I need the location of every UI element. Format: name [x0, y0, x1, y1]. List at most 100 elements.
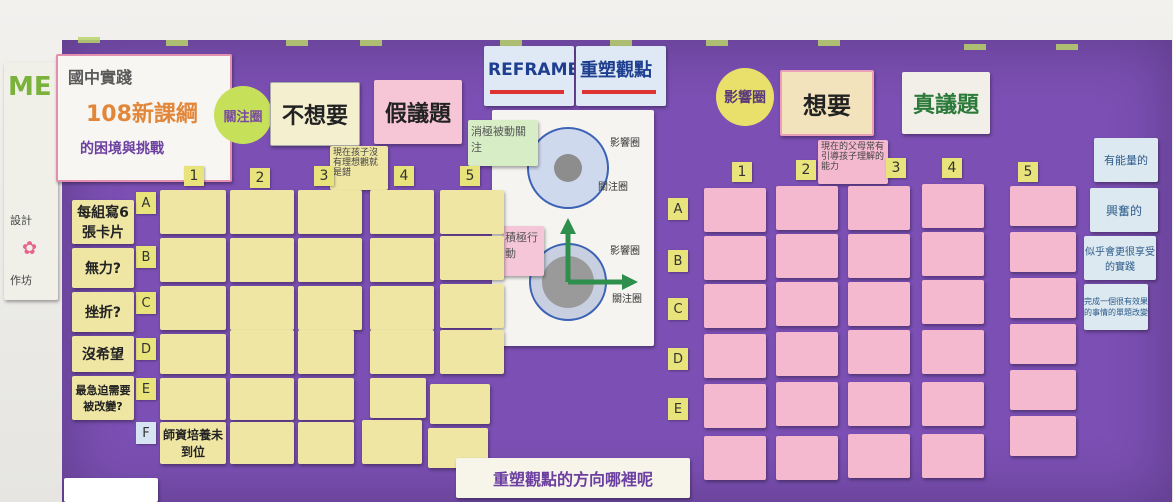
active-card: 積極行動	[502, 226, 544, 276]
feeling-card: 挫折?	[72, 292, 134, 332]
banner-line3: 的困境與挑戰	[80, 141, 164, 157]
feeling-text: 挫折?	[84, 305, 122, 321]
sticky-note	[704, 334, 766, 378]
middle-label-text: 現在孩子沒有理想觀就是錯	[333, 148, 379, 178]
middle-label-card: 現在孩子沒有理想觀就是錯	[330, 146, 388, 190]
feeling-text: 最急迫需要被改變?	[75, 384, 131, 413]
tape	[286, 40, 308, 46]
tape	[166, 40, 188, 46]
row-letter: B	[136, 246, 156, 268]
concern-circle-label: 關注圈	[214, 86, 272, 144]
tape	[964, 44, 986, 50]
sticky-note	[440, 190, 504, 234]
row-letter: E	[668, 398, 688, 420]
sticky-note	[704, 384, 766, 428]
tape	[706, 40, 728, 46]
sticky-note	[776, 282, 838, 326]
want-card: 想要	[780, 70, 874, 136]
sticky-note	[370, 378, 426, 418]
bottom-banner-text: 重塑觀點的方向哪裡呢	[492, 470, 653, 489]
sticky-note	[704, 236, 766, 280]
want-text: 想要	[803, 90, 851, 120]
sticky-note	[922, 330, 984, 374]
column-number: 2	[250, 168, 270, 188]
sticky-note	[776, 436, 838, 480]
sticky-note	[1010, 186, 1076, 226]
row-letter: A	[668, 198, 688, 220]
influence-circle-label: 影響圈	[716, 68, 774, 126]
tape	[500, 40, 522, 46]
sticky-note	[922, 184, 984, 228]
reframe-text: REFRAME	[488, 60, 574, 80]
sticky-note	[848, 382, 910, 426]
sticky-note	[298, 238, 362, 282]
sticky-note	[776, 234, 838, 278]
f-row-card: 師資培養未到位	[160, 422, 226, 464]
row-letter: D	[136, 338, 156, 360]
feeling-card-right: 似乎會更很享受的實踐	[1084, 236, 1156, 280]
feeling-text: 無力?	[84, 261, 122, 277]
tape	[1056, 44, 1078, 50]
sticky-note	[1010, 324, 1076, 364]
row-letter: C	[668, 298, 688, 320]
passive-concern-card: 消極被動關注	[468, 120, 538, 166]
title-banner: 國中實踐 108新課綱 的困境與挑戰	[56, 54, 232, 182]
feeling-text-right: 完成一個很有效果的事情的單題改變	[1084, 297, 1148, 317]
sticky-note	[922, 434, 984, 478]
right-label-text: 現在的父母常有引導孩子理解的能力	[821, 142, 885, 172]
true-issue-text: 真議題	[912, 92, 979, 118]
false-issue-text: 假議題	[384, 101, 451, 127]
sticky-note	[848, 234, 910, 278]
instruction-card: 每組寫6張卡片	[72, 200, 134, 244]
circle-diagram-sheet: 影響圈 關注圈 影響圈 關注圈	[492, 110, 654, 346]
sticky-note	[1010, 278, 1076, 318]
sticky-note	[230, 238, 294, 282]
sticky-note	[1010, 416, 1076, 456]
row-letter: F	[136, 422, 156, 444]
false-issue-card: 假議題	[374, 80, 462, 144]
sticky-note	[370, 238, 434, 282]
diagram-label: 影響圈	[610, 138, 640, 149]
sticky-note	[230, 378, 294, 420]
not-want-text: 不想要	[281, 103, 348, 129]
sticky-note	[704, 188, 766, 232]
sticky-note	[430, 384, 490, 424]
bottom-banner: 重塑觀點的方向哪裡呢	[456, 458, 690, 498]
instruction-text: 每組寫6張卡片	[77, 205, 129, 241]
sticky-note	[704, 436, 766, 480]
bottom-left-paper	[64, 478, 158, 502]
reframe-sub-arrow	[582, 90, 656, 94]
reframe-arrow	[490, 90, 564, 94]
column-number: 1	[184, 166, 204, 186]
sticky-note	[370, 330, 434, 374]
sticky-note	[440, 284, 504, 328]
diagram-label: 關注圈	[598, 182, 628, 193]
sticky-note	[704, 284, 766, 328]
sticky-note	[1010, 232, 1076, 272]
left-edge-poster: ME 設計 作坊 ✿	[4, 62, 58, 300]
column-number: 4	[942, 158, 962, 178]
right-label-card: 現在的父母常有引導孩子理解的能力	[818, 140, 888, 184]
feeling-card-right: 完成一個很有效果的事情的單題改變	[1084, 284, 1148, 330]
feeling-text-right: 似乎會更很享受的實踐	[1085, 247, 1155, 273]
column-number: 2	[796, 160, 816, 180]
sticky-note	[230, 330, 294, 374]
reframe-sub-text: 重塑觀點	[580, 60, 652, 81]
not-want-card: 不想要	[270, 82, 360, 146]
sticky-note	[370, 286, 434, 330]
banner-line2: 108新課綱	[86, 102, 198, 127]
column-number: 3	[886, 158, 906, 178]
row-letter: D	[668, 348, 688, 370]
sticky-note	[298, 422, 354, 464]
sticky-note	[370, 190, 434, 234]
sticky-note	[160, 378, 226, 420]
banner-line1: 國中實踐	[68, 68, 133, 87]
column-number: 3	[314, 166, 334, 186]
sticky-note	[440, 236, 504, 280]
sticky-note	[848, 330, 910, 374]
column-number: 1	[732, 162, 752, 182]
sticky-note	[776, 332, 838, 376]
row-letter: C	[136, 292, 156, 314]
sticky-note	[230, 190, 294, 234]
feeling-card: 最急迫需要被改變?	[72, 376, 134, 420]
